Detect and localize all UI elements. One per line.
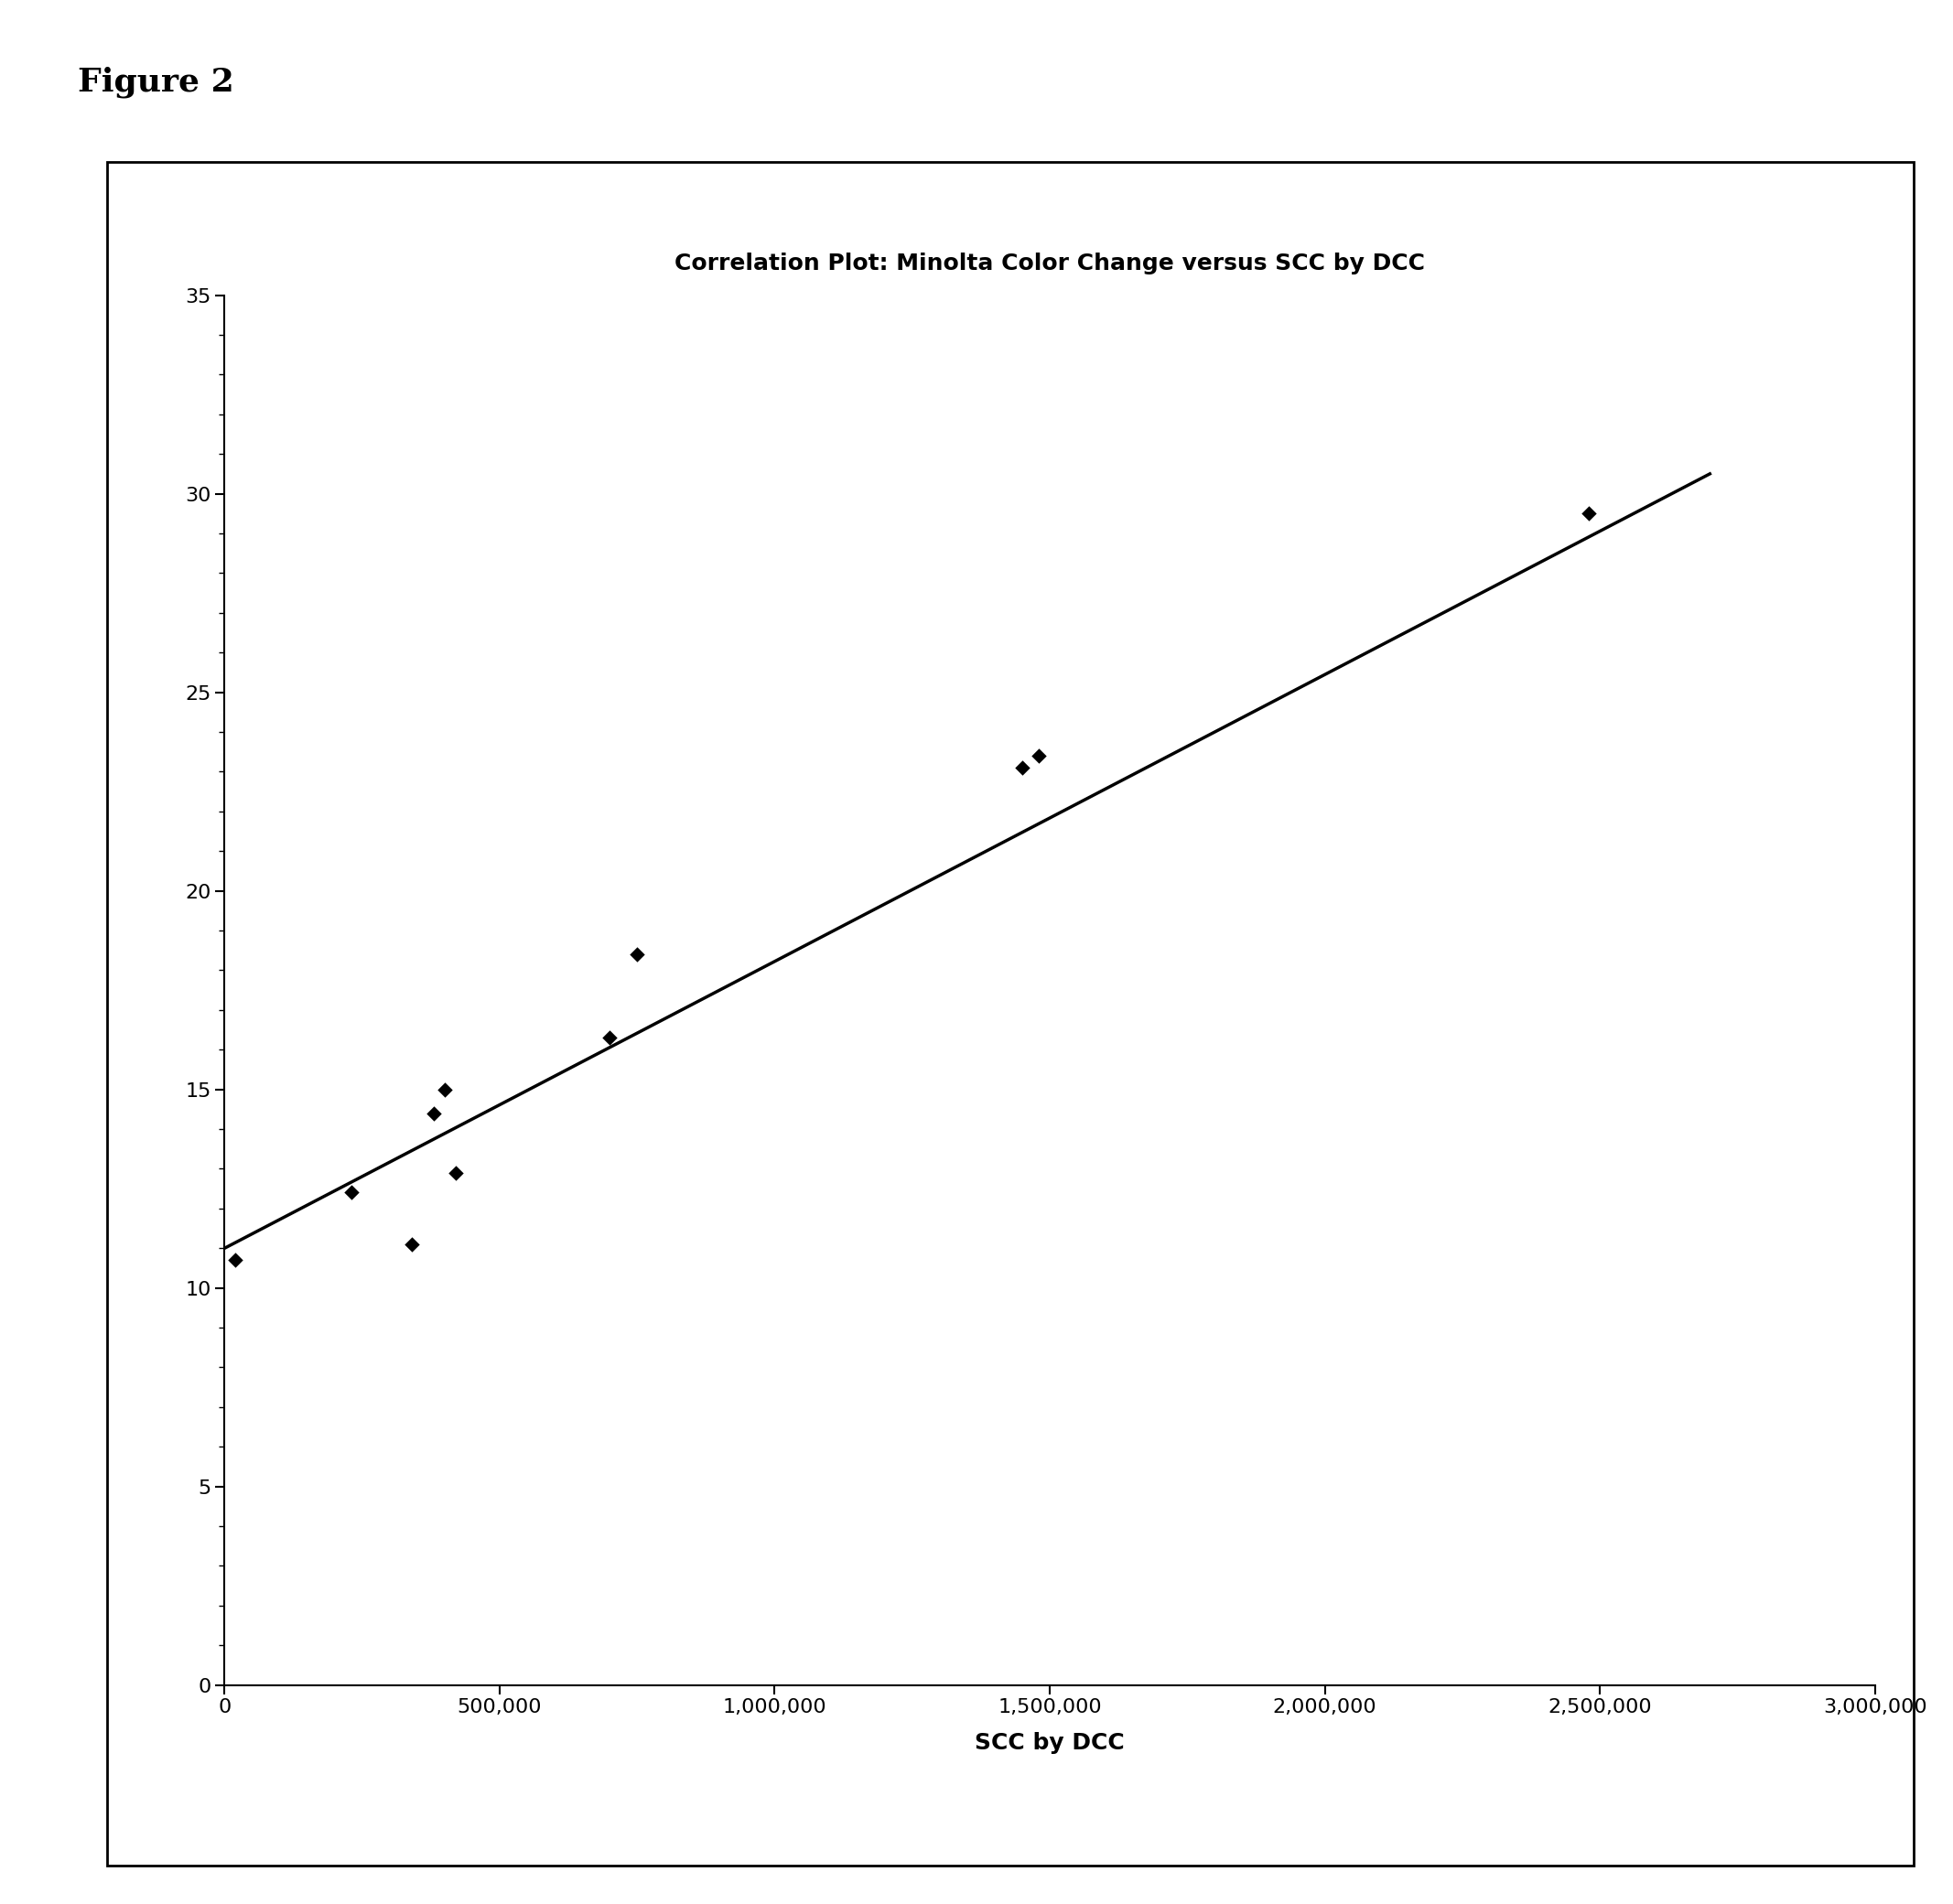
Point [1006, 752, 1037, 783]
Point [439, 1158, 471, 1188]
Title: Correlation Plot: Minolta Color Change versus SCC by DCC: Correlation Plot: Minolta Color Change v… [674, 253, 1426, 274]
Point [594, 1022, 625, 1053]
Point [1023, 741, 1055, 771]
Point [1574, 499, 1605, 529]
Point [336, 1177, 367, 1207]
Text: Figure 2: Figure 2 [78, 67, 234, 99]
Point [430, 1074, 461, 1104]
Point [396, 1228, 428, 1259]
Point [621, 939, 652, 969]
Point [418, 1099, 449, 1129]
Point [221, 1245, 252, 1276]
X-axis label: SCC by DCC: SCC by DCC [975, 1733, 1125, 1754]
